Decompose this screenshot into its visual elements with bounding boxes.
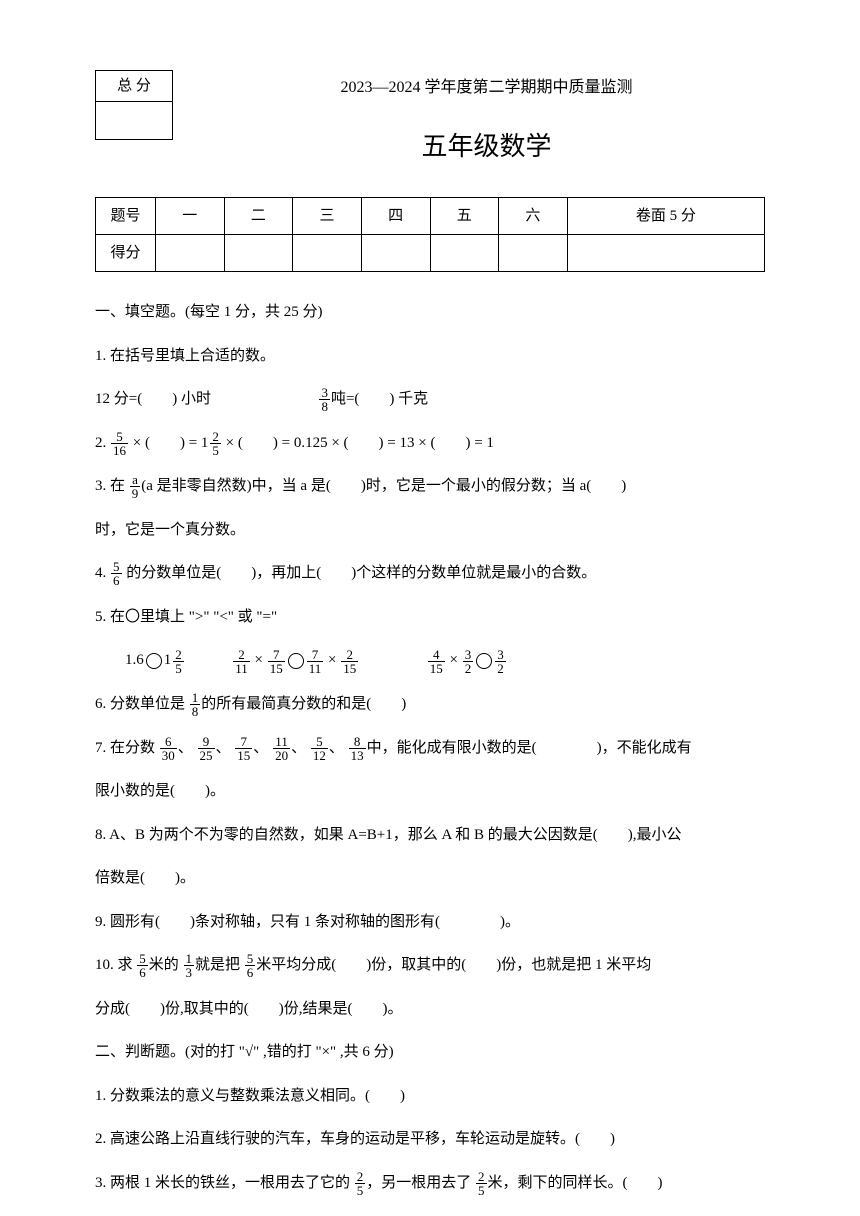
content: 一、填空题。(每空 1 分，共 25 分) 1. 在括号里填上合适的数。 12 … [95, 297, 765, 1199]
q9-line: 9. 圆形有( )条对称轴，只有 1 条对称轴的图形有( )。 [95, 907, 765, 939]
score-box-label: 总 分 [96, 71, 172, 102]
q2-b: × ( ) = 0.125 × ( ) = 13 × ( ) = 1 [222, 435, 494, 451]
td [224, 235, 293, 272]
th: 六 [499, 198, 568, 235]
section-2-title: 二、判断题。(对的打 "√" ,错的打 "×" ,共 6 分) [95, 1037, 765, 1069]
q10-a: 10. 求 [95, 957, 136, 973]
th: 卷面 5 分 [567, 198, 764, 235]
circle-icon [476, 653, 492, 669]
th: 二 [224, 198, 293, 235]
th: 三 [293, 198, 362, 235]
q6-b: 的所有最简真分数的和是( ) [201, 696, 406, 712]
fraction: 211 [233, 648, 250, 675]
q7-b: 中，能化成有限小数的是( )，不能化成有 [367, 740, 692, 756]
td [293, 235, 362, 272]
fraction: 32 [463, 648, 474, 675]
th: 题号 [96, 198, 156, 235]
td [499, 235, 568, 272]
circle-icon [288, 653, 304, 669]
fraction: 56 [137, 952, 148, 979]
q2-prefix: 2. [95, 435, 106, 451]
q2-line: 2. 516 × ( ) = 125 × ( ) = 0.125 × ( ) =… [95, 428, 765, 460]
q10-d: 米平均分成( )份，取其中的( )份，也就是把 1 米平均 [256, 957, 651, 973]
score-table: 题号 一 二 三 四 五 六 卷面 5 分 得分 [95, 197, 765, 272]
fraction: 415 [428, 648, 445, 675]
q1-part-a: 12 分=( ) 小时 [95, 391, 211, 407]
q5-a1: 1.6 [125, 653, 144, 669]
fraction: 516 [111, 430, 128, 457]
fraction: 512 [311, 735, 328, 762]
q3-b: (a 是非零自然数)中，当 a 是( )时，它是一个最小的假分数；当 a( ) [141, 478, 626, 494]
fraction: 813 [349, 735, 366, 762]
s2-q2: 2. 高速公路上沿直线行驶的汽车，车身的运动是平移，车轮运动是旋转。( ) [95, 1124, 765, 1156]
exam-subtitle: 五年级数学 [208, 126, 765, 168]
fraction: 630 [160, 735, 177, 762]
fraction: 38 [319, 386, 330, 413]
fraction: 18 [190, 691, 201, 718]
header-text: 2023—2024 学年度第二学期期中质量监测 五年级数学 [208, 70, 765, 167]
q4-a: 4. [95, 565, 110, 581]
q5-title: 5. 在〇里填上 ">" "<" 或 "=" [95, 602, 765, 634]
td [430, 235, 499, 272]
total-score-box: 总 分 [95, 70, 173, 140]
q7-line2: 限小数的是( )。 [95, 776, 765, 808]
s2-q3-a: 3. 两根 1 米长的铁丝，一根用去了它的 [95, 1175, 354, 1191]
fraction: 925 [198, 735, 215, 762]
fraction: 715 [235, 735, 252, 762]
q7-a: 7. 在分数 [95, 740, 159, 756]
fraction: 56 [245, 952, 256, 979]
q10-b: 米的 [149, 957, 183, 973]
fraction: 715 [268, 648, 285, 675]
q7-line1: 7. 在分数 630、 925、 715、 1120、 512、 813中，能化… [95, 733, 765, 765]
table-score-row: 得分 [96, 235, 765, 272]
q1-intro: 1. 在括号里填上合适的数。 [95, 341, 765, 373]
fraction: 711 [307, 648, 324, 675]
s2-q3-c: 米，剩下的同样长。( ) [488, 1175, 663, 1191]
fraction: a9 [130, 473, 141, 500]
q8-line1: 8. A、B 为两个不为零的自然数，如果 A=B+1，那么 A 和 B 的最大公… [95, 820, 765, 852]
q10-c: 就是把 [195, 957, 244, 973]
fraction: 32 [495, 648, 506, 675]
circle-icon [146, 653, 162, 669]
q1-line: 12 分=( ) 小时 38吨=( ) 千克 [95, 384, 765, 416]
q6-line: 6. 分数单位是 18的所有最简真分数的和是( ) [95, 689, 765, 721]
q2-a: × ( ) = [129, 435, 201, 451]
q8-line2: 倍数是( )。 [95, 863, 765, 895]
mixed-fraction: 125 [201, 428, 222, 460]
td-label: 得分 [96, 235, 156, 272]
th: 一 [156, 198, 225, 235]
td [156, 235, 225, 272]
td [567, 235, 764, 272]
fraction: 1120 [273, 735, 290, 762]
q10-line1: 10. 求 56米的 13就是把 56米平均分成( )份，取其中的( )份，也就… [95, 950, 765, 982]
s2-q3-b: ，另一根用去了 [366, 1175, 475, 1191]
q3-line1: 3. 在 a9(a 是非零自然数)中，当 a 是( )时，它是一个最小的假分数；… [95, 471, 765, 503]
fraction: 13 [184, 952, 195, 979]
fraction: 25 [355, 1170, 366, 1197]
td [361, 235, 430, 272]
th: 四 [361, 198, 430, 235]
th: 五 [430, 198, 499, 235]
table-header-row: 题号 一 二 三 四 五 六 卷面 5 分 [96, 198, 765, 235]
section-1-title: 一、填空题。(每空 1 分，共 25 分) [95, 297, 765, 329]
s2-q1: 1. 分数乘法的意义与整数乘法意义相同。( ) [95, 1081, 765, 1113]
s2-q3: 3. 两根 1 米长的铁丝，一根用去了它的 25，另一根用去了 25米，剩下的同… [95, 1168, 765, 1200]
fraction: 215 [341, 648, 358, 675]
exam-title: 2023—2024 学年度第二学期期中质量监测 [208, 75, 765, 101]
q1-part-b: 吨=( ) 千克 [331, 391, 428, 407]
q6-a: 6. 分数单位是 [95, 696, 189, 712]
q10-line2: 分成( )份,取其中的( )份,结果是( )。 [95, 994, 765, 1026]
fraction: 56 [111, 560, 122, 587]
q3-line2: 时，它是一个真分数。 [95, 515, 765, 547]
mixed-fraction: 125 [164, 645, 185, 677]
q4-line: 4. 56 的分数单位是( )，再加上( )个这样的分数单位就是最小的合数。 [95, 558, 765, 590]
q3-a: 3. 在 [95, 478, 129, 494]
q4-b: 的分数单位是( )，再加上( )个这样的分数单位就是最小的合数。 [123, 565, 597, 581]
q5-line: 1.6125 211 × 715711 × 215 415 × 3232 [95, 645, 765, 677]
fraction: 25 [476, 1170, 487, 1197]
